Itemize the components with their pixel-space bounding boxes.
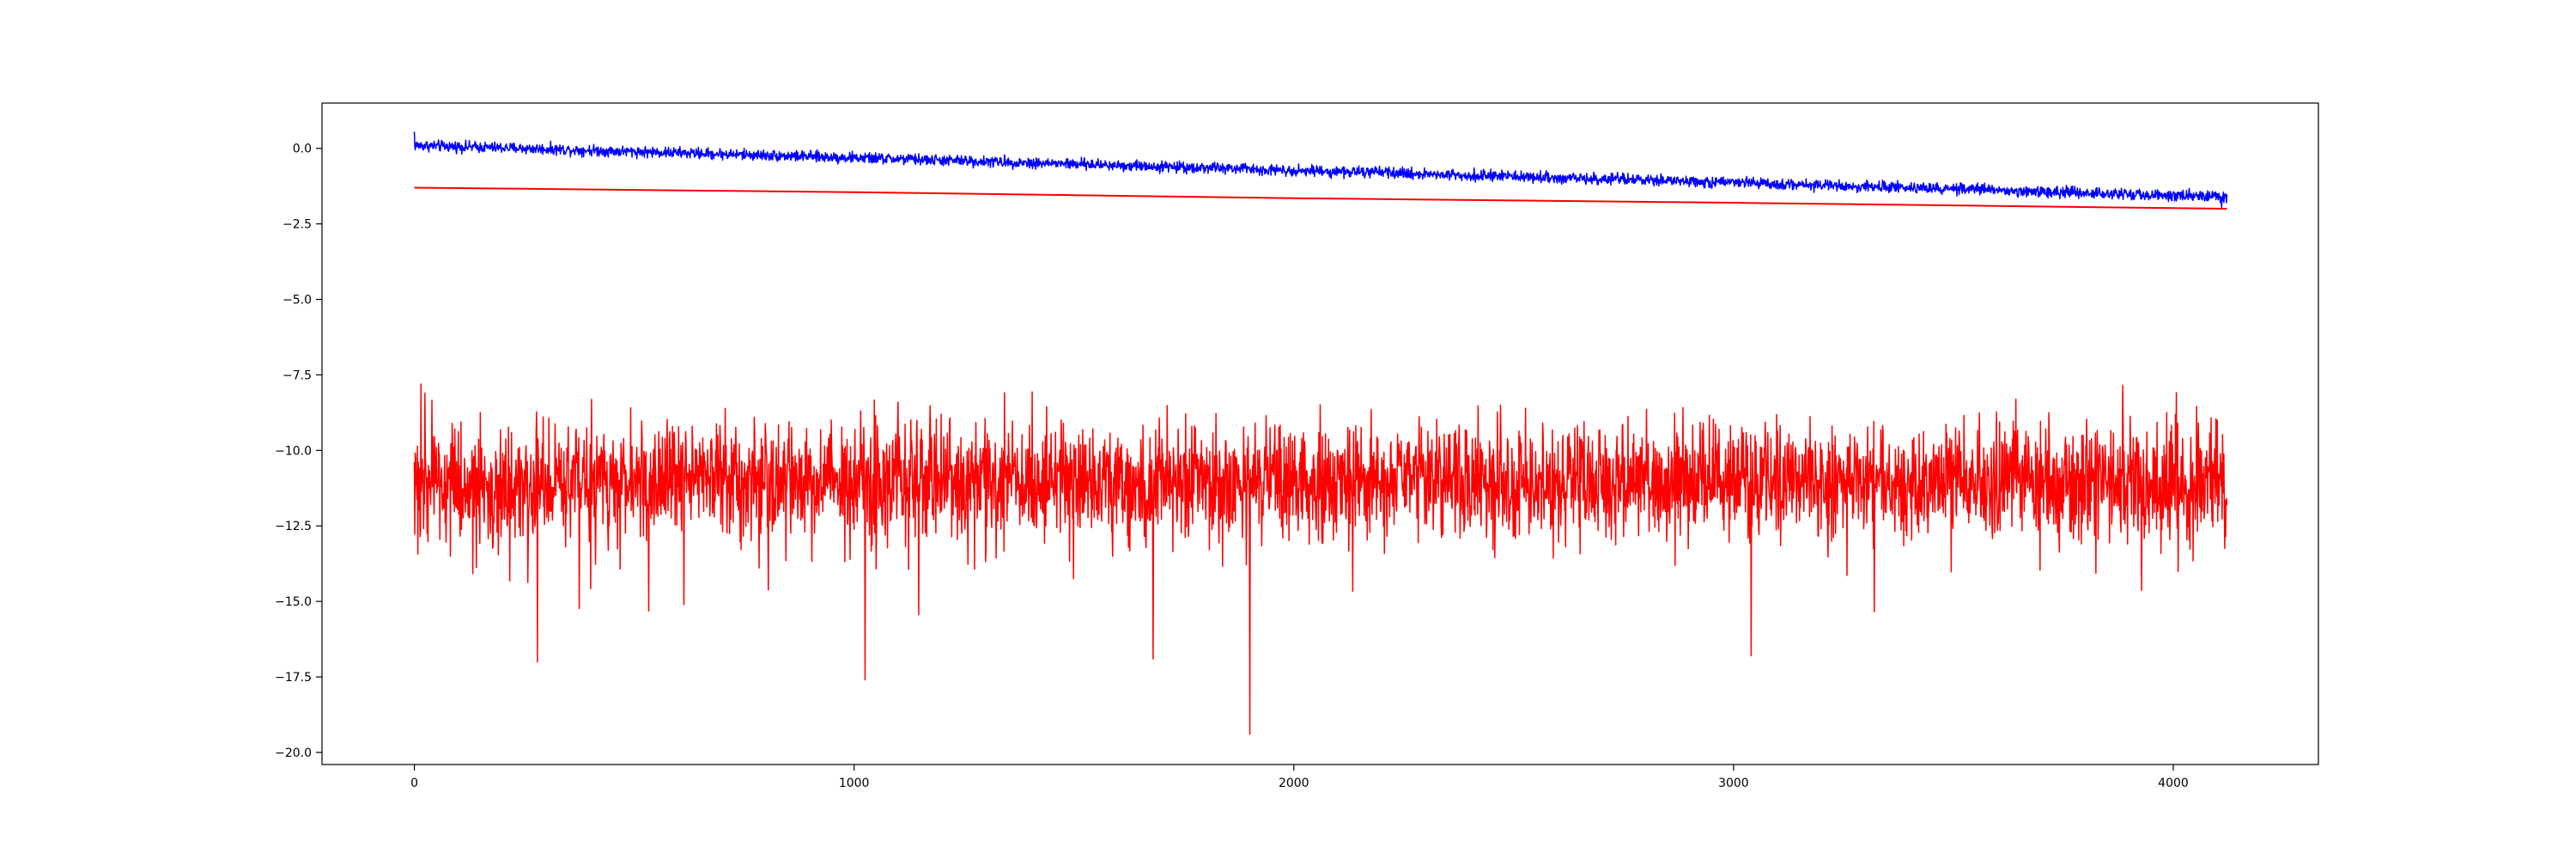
x-tick-label: 4000 — [2158, 777, 2189, 790]
y-tick-label: −7.5 — [283, 369, 312, 382]
series-line-1 — [413, 131, 2228, 209]
series-layer — [413, 131, 2228, 735]
y-tick-label: 0.0 — [293, 143, 312, 156]
y-tick-label: −12.5 — [275, 520, 312, 533]
y-axis: 0.0 −2.5 −5.0 −7.5 −10.0 −12.5 −15.0 −17.5 −20.0 — [275, 143, 322, 760]
y-tick-label: −2.5 — [283, 218, 312, 232]
y-tick-label: −10.0 — [275, 444, 312, 458]
x-tick-label: 0 — [410, 777, 418, 790]
x-tick-label: 3000 — [1718, 777, 1749, 790]
y-tick-label: −15.0 — [275, 595, 312, 609]
series-line-2 — [414, 186, 2227, 210]
x-tick-label: 2000 — [1279, 777, 1309, 790]
series-line-3 — [413, 383, 2228, 735]
y-tick-label: −5.0 — [283, 294, 312, 308]
y-tick-label: −20.0 — [275, 746, 312, 760]
x-tick-label: 1000 — [839, 777, 870, 790]
y-tick-label: −17.5 — [275, 671, 312, 685]
x-axis: 0 1000 2000 3000 4000 — [410, 765, 2189, 790]
